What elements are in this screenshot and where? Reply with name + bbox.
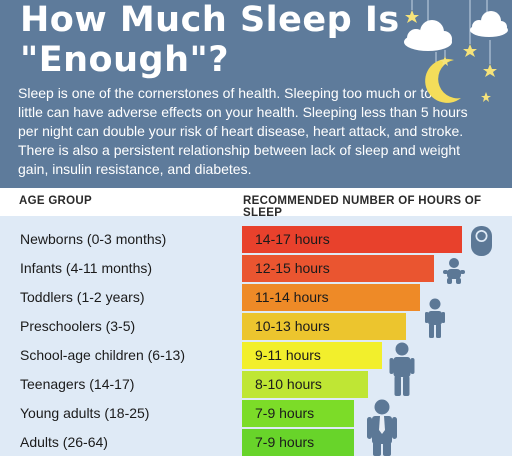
header-banner: How Much Sleep Is "Enough"? Sleep is one… — [0, 0, 512, 188]
page-title: How Much Sleep Is "Enough"? — [20, 0, 400, 80]
person-icon — [389, 342, 415, 396]
age-group-label: Newborns (0-3 months) — [20, 231, 167, 247]
age-group-label: Adults (26-64) — [20, 434, 108, 450]
table-row-teenagers: Teenagers (14-17) 8-10 hours — [0, 370, 512, 399]
star-icon — [440, 56, 450, 66]
person-icon — [367, 399, 397, 456]
star-icon — [463, 44, 477, 57]
age-group-label: Infants (4-11 months) — [20, 260, 153, 276]
hours-bar: 12-15 hours — [242, 255, 434, 282]
title-line-2: "Enough"? — [20, 40, 230, 80]
column-header-age-group: AGE GROUP — [19, 195, 92, 207]
table-row-young-adults: Young adults (18-25) 7-9 hours — [0, 399, 512, 428]
age-group-label: Preschoolers (3-5) — [20, 318, 136, 334]
hours-bar: 14-17 hours — [242, 226, 462, 253]
age-group-label: Toddlers (1-2 years) — [20, 289, 145, 305]
age-figures — [367, 226, 492, 456]
hours-bar: 7-9 hours — [242, 429, 354, 456]
table-row-infants: Infants (4-11 months) 12-15 hours — [0, 254, 512, 283]
hours-bar: 10-13 hours — [242, 313, 406, 340]
age-group-label: Teenagers (14-17) — [20, 376, 135, 392]
table-row-adults: Adults (26-64) 7-9 hours — [0, 428, 512, 456]
sleep-table: Newborns (0-3 months) 14-17 hours Infant… — [0, 216, 512, 456]
table-row-school-age: School-age children (6-13) 9-11 hours — [0, 341, 512, 370]
star-icon — [483, 64, 497, 77]
hours-bar: 7-9 hours — [242, 400, 354, 427]
baby-icon — [471, 226, 492, 256]
intro-text: Sleep is one of the cornerstones of heal… — [18, 85, 468, 177]
hours-bar: 8-10 hours — [242, 371, 368, 398]
person-icon — [425, 298, 445, 338]
moon-icon — [425, 58, 461, 103]
table-row-toddlers: Toddlers (1-2 years) 11-14 hours — [0, 283, 512, 312]
cloud-icon — [470, 11, 508, 37]
hours-bar: 9-11 hours — [242, 342, 382, 369]
title-line-1: How Much Sleep Is — [20, 0, 400, 40]
person-icon — [443, 258, 465, 284]
table-header: AGE GROUP RECOMMENDED NUMBER OF HOURS OF… — [0, 188, 512, 219]
star-icon — [481, 92, 491, 102]
cloud-icon — [404, 20, 452, 51]
table-row-preschoolers: Preschoolers (3-5) 10-13 hours — [0, 312, 512, 341]
age-group-label: Young adults (18-25) — [20, 405, 150, 421]
table-row-newborns: Newborns (0-3 months) 14-17 hours — [0, 225, 512, 254]
star-icon — [405, 10, 419, 23]
hours-bar: 11-14 hours — [242, 284, 420, 311]
age-group-label: School-age children (6-13) — [20, 347, 185, 363]
night-sky-decoration — [404, 0, 508, 103]
